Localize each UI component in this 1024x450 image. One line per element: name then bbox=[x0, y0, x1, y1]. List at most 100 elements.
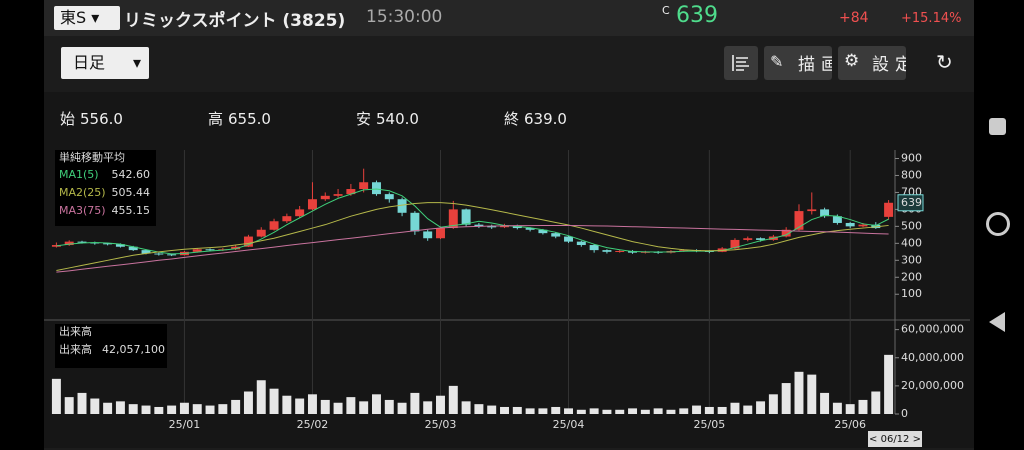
candle-body bbox=[192, 249, 202, 252]
ohlc-label: 高 bbox=[208, 110, 224, 128]
volume-bar bbox=[167, 405, 177, 414]
candle-body bbox=[295, 209, 305, 217]
y-tick-label: 900 bbox=[901, 151, 922, 164]
draw-label: 描画 bbox=[798, 55, 832, 75]
settings-label: 設定 bbox=[872, 55, 906, 75]
home-button[interactable] bbox=[986, 212, 1010, 236]
y-tick-label: 300 bbox=[901, 253, 922, 266]
candle-body bbox=[307, 199, 317, 210]
date-box bbox=[868, 431, 922, 447]
recent-button[interactable] bbox=[989, 118, 1006, 135]
candle-body bbox=[448, 209, 458, 229]
candle-body bbox=[820, 209, 830, 217]
y-tick-label: 100 bbox=[901, 287, 922, 300]
candle-body bbox=[384, 194, 394, 200]
volume-bar bbox=[679, 408, 689, 414]
candle-body bbox=[564, 236, 574, 242]
ma-legend-title: 単純移動平均 bbox=[59, 150, 125, 164]
volume-bar bbox=[576, 409, 586, 414]
market-select[interactable]: 東S ▾ bbox=[54, 6, 120, 30]
price-prefix: C bbox=[662, 4, 670, 17]
x-tick-label: 25/02 bbox=[297, 418, 329, 431]
x-tick-label: 25/04 bbox=[553, 418, 585, 431]
volume-bar bbox=[192, 404, 202, 414]
candle-body bbox=[128, 246, 138, 251]
candle-body bbox=[154, 253, 164, 255]
volume-bar bbox=[295, 398, 305, 414]
candle-body bbox=[730, 239, 740, 249]
y-tick-label: 20,000,000 bbox=[901, 379, 964, 392]
candle-body bbox=[167, 254, 177, 256]
legend-name: MA2(25) bbox=[59, 186, 106, 199]
candle-body bbox=[640, 251, 650, 253]
volume-bar bbox=[640, 409, 650, 414]
candle-body bbox=[602, 250, 612, 252]
candle-body bbox=[269, 221, 279, 230]
ohlc-value: 639.0 bbox=[524, 110, 567, 128]
period-select[interactable]: 日足 ▾ bbox=[61, 47, 149, 79]
x-tick-label: 25/03 bbox=[425, 418, 457, 431]
volume-bar bbox=[90, 398, 100, 414]
candle-body bbox=[589, 245, 599, 251]
volume-bar bbox=[410, 392, 420, 414]
volume-bar bbox=[359, 401, 369, 414]
stock-name: リミックスポイント (3825) bbox=[124, 11, 346, 31]
volume-bar bbox=[858, 399, 868, 414]
ma-legend-box bbox=[55, 150, 156, 226]
ohlc-item: 終 639.0 bbox=[504, 108, 567, 129]
ohlc-label: 始 bbox=[60, 110, 76, 128]
volume-legend-box bbox=[55, 324, 167, 368]
volume-bar bbox=[845, 404, 855, 414]
volume-bar bbox=[51, 378, 61, 414]
candle-body bbox=[884, 202, 894, 217]
candle-body bbox=[525, 228, 535, 230]
volume-title: 出来高 bbox=[59, 324, 92, 338]
volume-bar bbox=[807, 374, 817, 414]
volume-bar bbox=[487, 405, 497, 414]
volume-bar bbox=[512, 406, 522, 414]
candle-body bbox=[423, 231, 433, 239]
candle-body bbox=[807, 209, 817, 212]
candle-body bbox=[743, 238, 753, 240]
draw-button[interactable]: ✎描画 bbox=[764, 46, 832, 80]
volume-bar bbox=[448, 385, 458, 414]
volume-bar bbox=[871, 391, 881, 414]
legend-name: MA3(75) bbox=[59, 204, 106, 217]
ma-line bbox=[56, 202, 889, 271]
volume-bar bbox=[384, 399, 394, 414]
ma-line bbox=[56, 225, 889, 273]
indicator-button[interactable] bbox=[724, 46, 758, 80]
volume-bar bbox=[525, 408, 535, 414]
volume-bar bbox=[717, 406, 727, 414]
candle-body bbox=[756, 238, 766, 240]
candle-body bbox=[576, 241, 586, 246]
legend-value: 542.60 bbox=[112, 168, 151, 181]
app: 東S ▾ リミックスポイント (3825) 15:30:00 C 639 +84… bbox=[44, 0, 974, 450]
volume-bar bbox=[832, 402, 842, 414]
settings-button[interactable]: ⚙設定 bbox=[838, 46, 906, 80]
x-tick-label: 25/01 bbox=[169, 418, 201, 431]
volume-bar bbox=[115, 401, 125, 414]
refresh[interactable]: ↻ bbox=[936, 50, 953, 74]
volume-bar bbox=[820, 392, 830, 414]
candle-body bbox=[103, 243, 113, 245]
y-tick-label: 500 bbox=[901, 219, 922, 232]
candle-body bbox=[474, 224, 484, 227]
volume-bar bbox=[179, 402, 189, 414]
top-bar: 東S ▾ リミックスポイント (3825) 15:30:00 C 639 +84… bbox=[44, 0, 974, 36]
last-price-box bbox=[897, 194, 924, 212]
back-button[interactable] bbox=[989, 312, 1005, 332]
candle-body bbox=[371, 182, 381, 195]
volume-bar bbox=[397, 402, 407, 414]
volume-bar bbox=[371, 394, 381, 414]
candle-body bbox=[436, 228, 445, 239]
volume-bar bbox=[781, 383, 791, 414]
volume-bar bbox=[692, 405, 702, 414]
candle-body bbox=[832, 216, 842, 223]
volume-bar bbox=[653, 408, 663, 414]
volume-bar bbox=[602, 409, 612, 414]
candle-body bbox=[500, 225, 509, 228]
market: 東S bbox=[60, 8, 87, 27]
candle-body bbox=[551, 233, 561, 237]
